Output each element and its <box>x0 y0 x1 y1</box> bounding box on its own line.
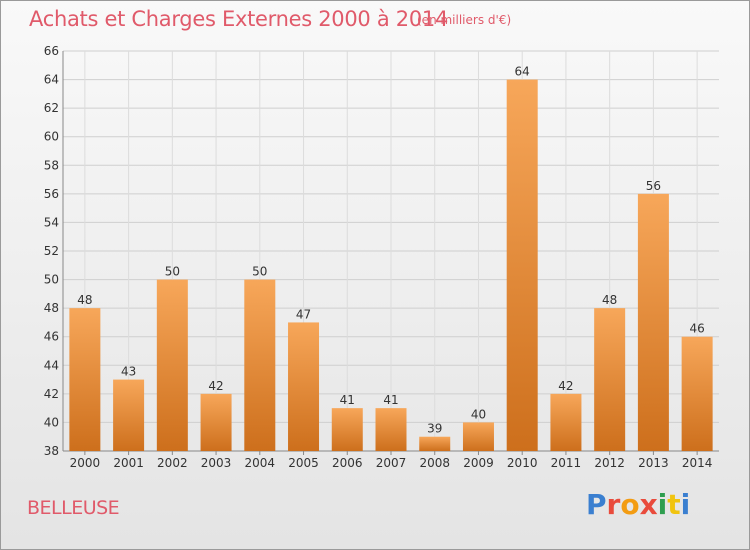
y-tick-label: 62 <box>44 101 59 115</box>
x-tick-label: 2002 <box>157 456 188 470</box>
data-label: 43 <box>121 365 136 379</box>
data-label: 42 <box>208 379 223 393</box>
bar <box>419 436 451 451</box>
x-tick-label: 2014 <box>682 456 713 470</box>
x-tick-label: 2010 <box>507 456 538 470</box>
y-tick-label: 60 <box>44 130 59 144</box>
y-tick-label: 46 <box>44 330 59 344</box>
bar <box>375 408 407 451</box>
bar <box>637 193 669 451</box>
x-tick-label: 2008 <box>419 456 450 470</box>
y-tick-label: 40 <box>44 415 59 429</box>
data-label: 47 <box>296 307 311 321</box>
chart-title: Achats et Charges Externes 2000 à 2014 <box>29 7 449 31</box>
y-tick-label: 58 <box>44 158 59 172</box>
labels: 38 40 42 44 46 48 50 52 54 56 58 60 62 64 66 48 2000 43 20… <box>44 44 713 470</box>
bar <box>550 393 582 451</box>
data-label: 40 <box>471 407 486 421</box>
x-tick-label: 2007 <box>376 456 407 470</box>
y-tick-label: 52 <box>44 244 59 258</box>
x-tick-label: 2005 <box>288 456 319 470</box>
data-label: 41 <box>340 393 355 407</box>
bar <box>288 322 320 451</box>
data-label: 48 <box>77 293 92 307</box>
y-tick-label: 44 <box>44 358 59 372</box>
commune-name: BELLEUSE <box>27 497 120 519</box>
x-tick-label: 2001 <box>113 456 144 470</box>
logo-letter: o <box>620 488 640 521</box>
y-tick-label: 54 <box>44 215 59 229</box>
bar <box>244 279 276 451</box>
logo-letter: P <box>586 488 607 521</box>
y-tick-label: 50 <box>44 273 59 287</box>
logo-letter: t <box>667 488 681 521</box>
y-tick-label: 56 <box>44 187 59 201</box>
data-label: 50 <box>165 265 180 279</box>
x-tick-label: 2012 <box>594 456 625 470</box>
chart-subtitle: (en milliers d'€) <box>417 13 512 27</box>
x-tick-label: 2009 <box>463 456 494 470</box>
logo-letter: x <box>639 488 658 521</box>
y-tick-label: 64 <box>44 73 59 87</box>
bar <box>113 379 145 451</box>
data-label: 42 <box>558 379 573 393</box>
data-label: 41 <box>383 393 398 407</box>
bar <box>462 422 494 451</box>
bar <box>200 393 232 451</box>
y-tick-label: 48 <box>44 301 59 315</box>
y-tick-label: 38 <box>44 444 59 458</box>
bar <box>681 336 713 451</box>
data-label: 64 <box>515 65 530 79</box>
logo-letter: i <box>657 488 668 521</box>
bars <box>69 79 713 452</box>
y-tick-label: 66 <box>44 44 59 58</box>
x-tick-label: 2013 <box>638 456 669 470</box>
x-tick-label: 2004 <box>245 456 276 470</box>
bar <box>69 308 101 451</box>
x-tick-label: 2003 <box>201 456 232 470</box>
y-tick-label: 42 <box>44 387 59 401</box>
bar <box>156 279 188 451</box>
data-label: 48 <box>602 293 617 307</box>
bar <box>506 79 538 452</box>
x-tick-label: 2011 <box>551 456 582 470</box>
x-tick-label: 2000 <box>70 456 101 470</box>
logo-letter: r <box>606 488 621 521</box>
bar <box>331 408 363 451</box>
data-label: 39 <box>427 422 442 436</box>
data-label: 46 <box>689 322 704 336</box>
logo-letter: i <box>680 488 691 521</box>
data-label: 50 <box>252 265 267 279</box>
proxiti-logo[interactable]: Proxiti <box>586 488 690 521</box>
bar <box>594 308 626 451</box>
data-label: 56 <box>646 179 661 193</box>
x-tick-label: 2006 <box>332 456 363 470</box>
